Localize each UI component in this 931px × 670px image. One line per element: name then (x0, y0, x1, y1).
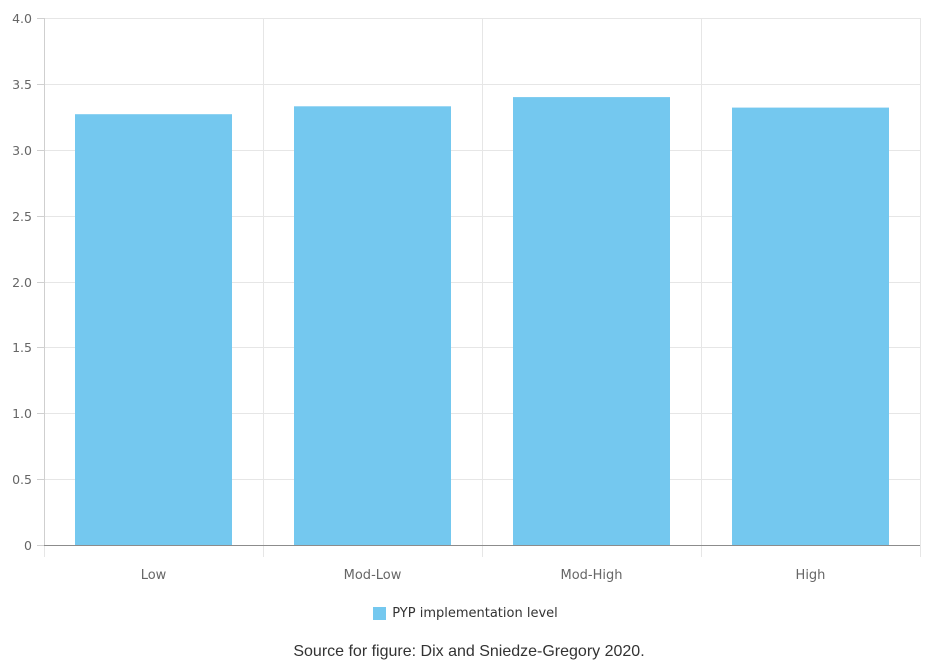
y-tick-label: 1.0 (12, 406, 32, 421)
x-category-label: High (796, 568, 826, 583)
bar-mod-low (294, 106, 451, 546)
y-tick-label: 4.0 (12, 11, 32, 26)
x-category-label: Mod-High (561, 568, 623, 583)
y-tick-label: 1.5 (12, 340, 32, 355)
y-tick-label: 0 (24, 538, 32, 553)
bar-chart: 0 0.5 1.0 1.5 2.0 2.5 3.0 3.5 4.0 Low Mod-Low Mod-… (12, 11, 921, 583)
bar-mod-high (513, 97, 670, 545)
y-tick-label: 2.5 (12, 209, 32, 224)
x-category-labels: Low Mod-Low Mod-High High (141, 568, 826, 583)
y-tick-label: 0.5 (12, 472, 32, 487)
axes (37, 18, 920, 546)
y-tick-label: 3.0 (12, 143, 32, 158)
figure-caption: Source for figure: Dix and Sniedze-Grego… (293, 643, 645, 660)
legend-swatch (373, 607, 387, 620)
legend: PYP implementation level (0, 606, 931, 621)
y-tick-labels: 0 0.5 1.0 1.5 2.0 2.5 3.0 3.5 4.0 (12, 11, 32, 553)
y-tick-label: 3.5 (12, 77, 32, 92)
legend-label: PYP implementation level (392, 606, 558, 621)
x-category-label: Mod-Low (344, 568, 402, 583)
x-category-label: Low (141, 568, 167, 583)
y-tick-label: 2.0 (12, 275, 32, 290)
bar-high (732, 107, 889, 545)
bars (75, 97, 889, 546)
bar-low (75, 114, 232, 545)
